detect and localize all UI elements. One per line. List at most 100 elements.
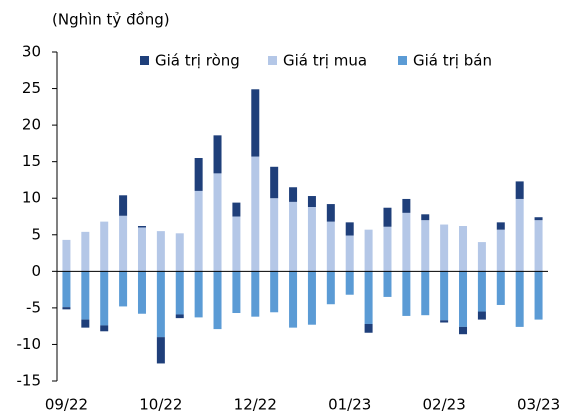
bar-buy: [326, 221, 335, 272]
bar-buy: [534, 220, 543, 272]
bar-buy: [100, 221, 109, 272]
x-tick-label: 09/22: [45, 396, 88, 414]
bar-net: [232, 202, 241, 217]
bar-buy: [364, 229, 373, 272]
bar-buy: [459, 226, 468, 272]
bar-buy: [251, 156, 260, 272]
x-tick-label: 03/23: [517, 396, 560, 414]
bar-sell: [137, 271, 146, 314]
bar-buy: [421, 220, 430, 272]
bar-buy: [307, 206, 316, 272]
x-tick-label: 01/23: [328, 396, 371, 414]
bar-buy: [213, 173, 222, 272]
bar-net: [440, 320, 449, 323]
bar-sell: [81, 271, 90, 320]
bar-sell: [289, 271, 298, 328]
bar-net: [289, 187, 298, 202]
bar-buy: [156, 231, 165, 272]
bar-net: [213, 135, 222, 174]
bar-buy: [440, 224, 449, 272]
bar-buy: [119, 215, 128, 272]
y-tick-label: 20: [22, 116, 41, 134]
bar-sell: [496, 271, 505, 305]
bar-sell: [175, 271, 184, 315]
bar-sell: [459, 271, 468, 327]
legend-swatch: [398, 56, 407, 65]
unit-label: (Nghìn tỷ đồng): [52, 11, 170, 29]
bar-net: [137, 226, 146, 228]
bar-sell: [232, 271, 241, 314]
legend-swatch: [268, 56, 277, 65]
bar-net: [383, 207, 392, 227]
bar-buy: [402, 212, 411, 272]
bar-sell: [194, 271, 203, 318]
bar-sell: [119, 271, 128, 307]
bar-net: [251, 89, 260, 157]
x-tick-label: 02/23: [423, 396, 466, 414]
bar-net: [175, 314, 184, 319]
bar-net: [496, 222, 505, 230]
bar-buy: [515, 198, 524, 272]
bar-sell: [477, 271, 486, 312]
bar-sell: [383, 271, 392, 297]
legend-label: Giá trị bán: [413, 52, 492, 70]
bar-net: [156, 337, 165, 364]
bar-sell: [402, 271, 411, 316]
y-tick-label: 10: [22, 189, 41, 207]
y-tick-label: 15: [22, 152, 41, 170]
bar-buy: [62, 239, 71, 272]
bar-net: [364, 323, 373, 333]
bar-buy: [194, 190, 203, 272]
x-tick-label: 12/22: [234, 396, 277, 414]
y-tick-label: -5: [26, 298, 41, 316]
bar-net: [81, 319, 90, 328]
bar-net: [402, 198, 411, 213]
bar-net: [459, 326, 468, 335]
bar-net: [100, 325, 109, 332]
y-tick-label: 30: [22, 43, 41, 61]
bar-sell: [307, 271, 316, 325]
bar-sell: [440, 271, 449, 321]
y-tick-label: -15: [17, 372, 42, 390]
bar-sell: [364, 271, 373, 324]
bar-buy: [175, 233, 184, 272]
bar-sell: [156, 271, 165, 338]
bar-net: [119, 195, 128, 216]
bar-net: [477, 311, 486, 320]
bar-sell: [270, 271, 279, 313]
bar-net: [62, 307, 71, 310]
bar-net: [345, 222, 354, 236]
bar-buy: [496, 229, 505, 272]
legend-label: Giá trị ròng: [155, 52, 240, 70]
bar-buy: [81, 231, 90, 272]
bar-net: [194, 158, 203, 191]
bar-buy: [289, 201, 298, 272]
bar-buy: [383, 226, 392, 272]
bar-net: [534, 217, 543, 221]
y-tick-label: 25: [22, 79, 41, 97]
bar-sell: [345, 271, 354, 295]
bar-net: [515, 181, 524, 199]
bar-sell: [534, 271, 543, 320]
bar-buy: [232, 216, 241, 272]
bar-buy: [345, 235, 354, 272]
bar-sell: [421, 271, 430, 316]
y-tick-label: -10: [17, 335, 42, 353]
x-tick-label: 10/22: [139, 396, 182, 414]
bar-net: [307, 196, 316, 207]
bar-sell: [326, 271, 335, 305]
y-tick-label: 0: [31, 262, 41, 280]
bar-sell: [213, 271, 222, 330]
bar-buy: [477, 242, 486, 272]
bar-sell: [251, 271, 260, 317]
bar-net: [270, 166, 279, 199]
legend-swatch: [140, 56, 149, 65]
y-tick-label: 5: [31, 225, 41, 243]
legend-label: Giá trị mua: [283, 52, 367, 70]
bar-net: [421, 214, 430, 221]
bar-buy: [270, 198, 279, 272]
bar-buy: [137, 227, 146, 272]
bar-sell: [515, 271, 524, 327]
bar-sell: [62, 271, 71, 308]
